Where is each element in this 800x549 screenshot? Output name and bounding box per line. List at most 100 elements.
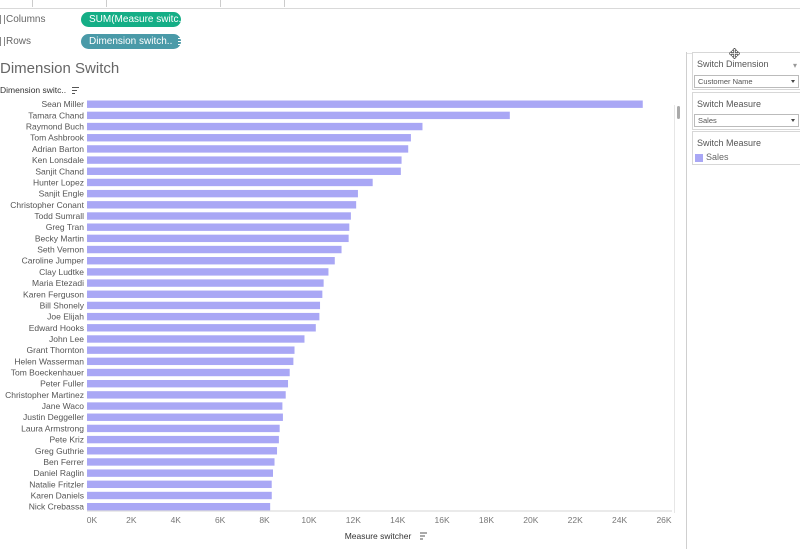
bar (87, 447, 278, 455)
row-label: Pete Kriz (50, 435, 85, 445)
bar (87, 212, 351, 220)
row-label: Sanjit Chand (35, 166, 84, 176)
switch-measure-dropdown[interactable]: Sales (694, 114, 799, 127)
rows-pill-dimension-switcher[interactable]: Dimension switch.. (81, 34, 187, 49)
row-label: Seth Vernon (37, 245, 84, 255)
row-label: Caroline Jumper (22, 256, 85, 266)
row-label: Greg Guthrie (35, 446, 84, 456)
row-label: Helen Wasserman (14, 356, 84, 366)
bar (87, 167, 401, 175)
switch-dimension-parameter: Switch Dimension ▾ Customer Name (692, 52, 800, 90)
row-label: Daniel Raglin (33, 468, 84, 478)
row-label: Maria Etezadi (32, 278, 84, 288)
row-label: Jane Waco (42, 401, 84, 411)
switch-dimension-title: Switch Dimension (697, 59, 769, 69)
x-tick-label: 22K (568, 515, 583, 525)
row-label: Tamara Chand (28, 110, 84, 120)
bar (87, 458, 275, 466)
bar (87, 234, 349, 243)
x-tick-label: 18K (479, 515, 494, 525)
bar (87, 223, 350, 231)
rows-shelf-label: Rows (6, 36, 32, 47)
x-tick-label: 4K (171, 515, 182, 525)
row-label: Adrian Barton (32, 144, 84, 154)
toolbar-strip (0, 0, 800, 9)
sheet-title: Dimension Switch (0, 60, 120, 77)
bar (87, 324, 316, 332)
legend-title: Switch Measure (697, 138, 762, 148)
x-tick-label: 24K (612, 515, 627, 525)
x-tick-label: 14K (390, 515, 405, 525)
row-label: Sean Miller (41, 99, 84, 109)
switch-dimension-value: Customer Name (698, 77, 753, 86)
chevron-down-icon (791, 80, 795, 83)
x-tick-label: 8K (259, 515, 270, 525)
row-label: Joe Elijah (47, 312, 84, 322)
x-tick-label: 0K (87, 515, 98, 525)
row-label: Edward Hooks (29, 323, 84, 333)
dimension-header-label: Dimension switc.. (0, 85, 67, 95)
toolbar-separator (32, 0, 33, 7)
row-label: Clay Ludtke (39, 267, 84, 277)
bar (87, 279, 324, 287)
bar (87, 178, 373, 187)
color-legend: Switch Measure Sales (692, 131, 800, 165)
x-tick-label: 12K (346, 515, 361, 525)
bar (87, 391, 286, 399)
switch-measure-value: Sales (698, 116, 717, 125)
vertical-scrollbar-thumb[interactable] (677, 106, 680, 119)
row-label: Ben Ferrer (43, 457, 84, 467)
bar (87, 134, 411, 142)
x-axis-title: Measure switcher (345, 531, 412, 541)
bar (87, 502, 271, 511)
switch-dimension-dropdown[interactable]: Customer Name (694, 75, 799, 88)
legend-item-label[interactable]: Sales (706, 152, 729, 162)
columns-shelf-label: Columns (6, 14, 46, 25)
x-tick-label: 20K (523, 515, 538, 525)
scroll-divider (674, 105, 675, 513)
bar (87, 156, 402, 164)
row-label: Natalie Fritzler (29, 479, 84, 489)
x-tick-label: 16K (435, 515, 450, 525)
bar (87, 100, 643, 108)
toolbar-separator (284, 0, 285, 7)
bar (87, 469, 273, 477)
row-label: Christopher Martinez (5, 390, 84, 400)
bar (87, 402, 283, 410)
x-tick-label: 2K (126, 515, 137, 525)
rows-pill-label: Dimension switch.. (89, 36, 173, 47)
bar (87, 290, 323, 298)
switch-measure-parameter: Switch Measure Sales (692, 92, 800, 130)
sort-icon[interactable] (71, 87, 80, 95)
row-label: Tom Ashbrook (30, 133, 85, 143)
row-label: Laura Armstrong (21, 423, 84, 433)
sort-descending-icon[interactable] (178, 37, 187, 45)
bar (87, 346, 295, 354)
bar (87, 145, 409, 153)
bar (87, 122, 423, 131)
row-label: Grant Thornton (27, 345, 85, 355)
row-label: Greg Tran (46, 222, 85, 232)
panel-menu-caret-icon[interactable]: ▾ (792, 61, 797, 70)
dimension-header[interactable]: Dimension switc.. (0, 85, 80, 95)
bar (87, 245, 342, 254)
bar (87, 491, 272, 500)
x-tick-label: 6K (215, 515, 226, 525)
move-cursor-icon (729, 48, 740, 59)
row-label: Ken Lonsdale (32, 155, 84, 165)
bar (87, 357, 294, 366)
row-label: Hunter Lopez (33, 177, 84, 187)
row-label: Raymond Buch (26, 122, 84, 132)
x-tick-label: 10K (301, 515, 316, 525)
row-label: Justin Deggeller (23, 412, 84, 422)
bar (87, 435, 279, 444)
columns-pill-measure-switcher[interactable]: SUM(Measure switc.. (81, 12, 184, 27)
switch-measure-title: Switch Measure (697, 99, 762, 109)
bar (87, 480, 272, 489)
row-label: Todd Sumrall (34, 211, 84, 221)
bar (87, 201, 357, 209)
legend-swatch[interactable] (695, 154, 703, 162)
bar (87, 368, 290, 377)
row-label: Peter Fuller (40, 379, 84, 389)
